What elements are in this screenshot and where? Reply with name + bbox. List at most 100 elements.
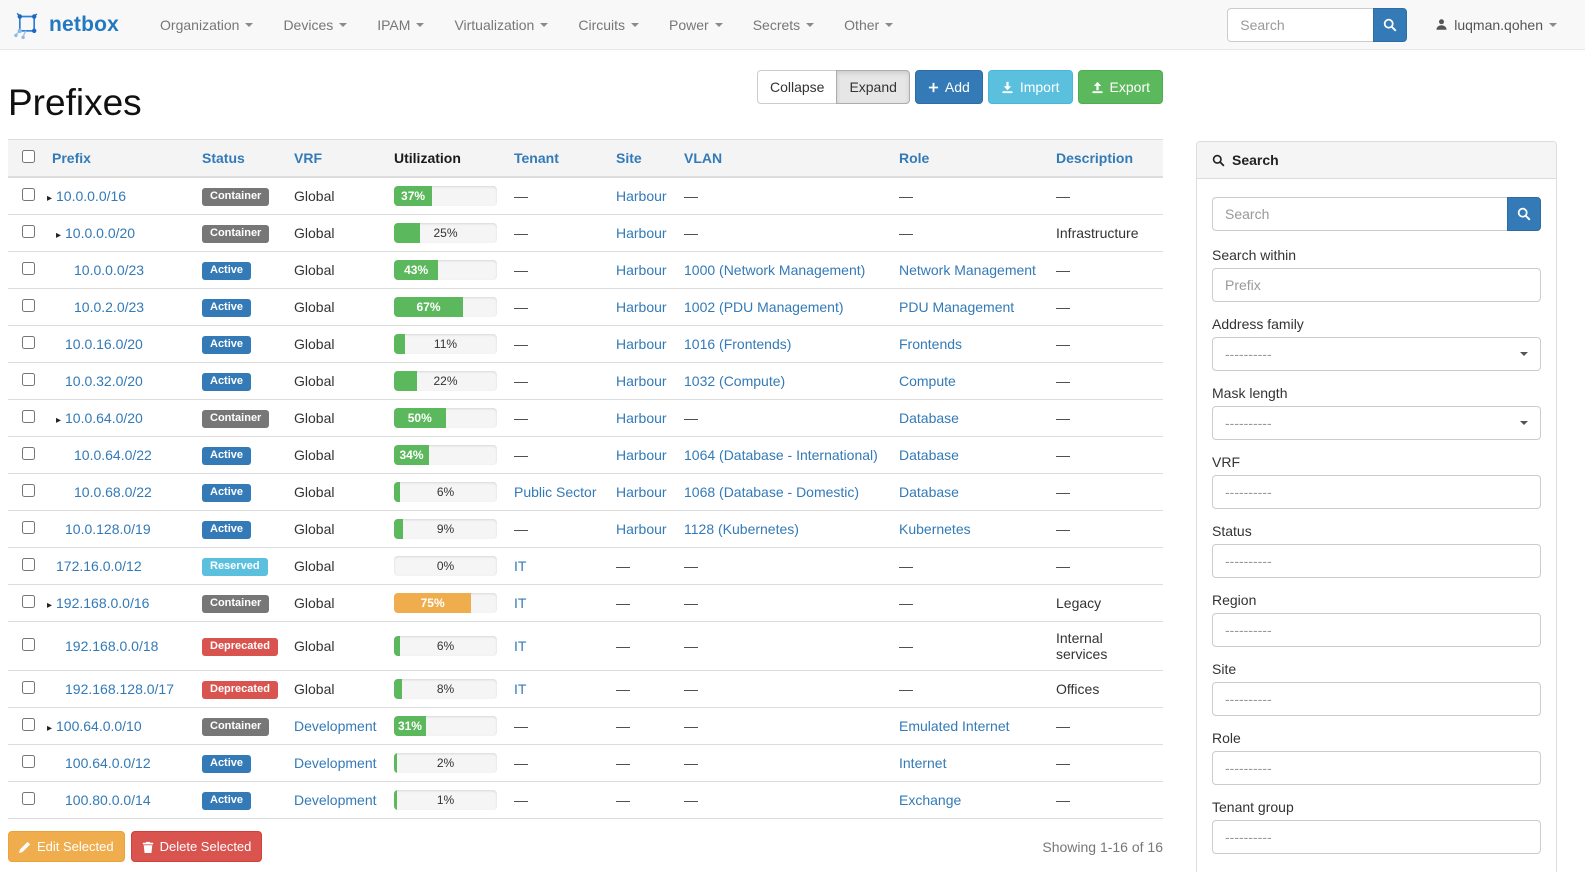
nav-item-circuits[interactable]: Circuits [563,0,654,50]
edit-selected-button[interactable]: Edit Selected [8,831,125,862]
vlan-link[interactable]: 1064 (Database - International) [684,447,878,463]
role-link[interactable]: Emulated Internet [899,718,1010,734]
prefix-link[interactable]: 100.80.0.0/14 [65,792,151,808]
filter-select-address-family[interactable]: ---------- [1212,337,1541,371]
sidebar-search-input[interactable] [1212,197,1507,231]
delete-selected-button[interactable]: Delete Selected [130,831,263,862]
site-link[interactable]: Harbour [616,336,667,352]
row-checkbox[interactable] [22,484,35,497]
netbox-brand[interactable]: netbox [12,10,119,40]
filter-select-mask-length[interactable]: ---------- [1212,406,1541,440]
site-link[interactable]: Harbour [616,484,667,500]
vrf-link[interactable]: Development [294,792,377,808]
prefix-link[interactable]: 10.0.0.0/16 [56,188,127,204]
nav-item-power[interactable]: Power [654,0,738,50]
role-link[interactable]: Database [899,410,959,426]
filter-select-region[interactable]: ---------- [1212,613,1541,647]
site-link[interactable]: Harbour [616,188,667,204]
row-checkbox[interactable] [22,792,35,805]
prefix-link[interactable]: 10.0.32.0/20 [65,373,143,389]
role-link[interactable]: Exchange [899,792,962,808]
row-checkbox[interactable] [22,410,35,423]
add-button[interactable]: Add [914,70,983,104]
vlan-link[interactable]: 1016 (Frontends) [684,336,792,352]
site-link[interactable]: Harbour [616,521,667,537]
nav-item-organization[interactable]: Organization [145,0,268,50]
prefix-link[interactable]: 10.0.2.0/23 [74,299,145,315]
prefix-link[interactable]: 10.0.64.0/22 [74,447,152,463]
nav-item-ipam[interactable]: IPAM [362,0,439,50]
column-header-vlan[interactable]: VLAN [676,139,891,178]
role-link[interactable]: Internet [899,755,947,771]
tenant-link[interactable]: IT [514,595,527,611]
row-checkbox[interactable] [22,521,35,534]
prefix-link[interactable]: 100.64.0.0/12 [65,755,151,771]
nav-item-devices[interactable]: Devices [268,0,362,50]
prefix-link[interactable]: 100.64.0.0/10 [56,718,142,734]
prefix-link[interactable]: 10.0.128.0/19 [65,521,151,537]
prefix-link[interactable]: 192.168.128.0/17 [65,681,174,697]
import-button[interactable]: Import [987,70,1073,104]
vrf-link[interactable]: Development [294,718,377,734]
row-checkbox[interactable] [22,595,35,608]
filter-select-site[interactable]: ---------- [1212,682,1541,716]
tenant-link[interactable]: Public Sector [514,484,597,500]
tenant-link[interactable]: IT [514,681,527,697]
site-link[interactable]: Harbour [616,225,667,241]
row-checkbox[interactable] [22,373,35,386]
vlan-link[interactable]: 1002 (PDU Management) [684,299,844,315]
prefix-link[interactable]: 172.16.0.0/12 [56,558,142,574]
filter-select-role[interactable]: ---------- [1212,751,1541,785]
nav-item-virtualization[interactable]: Virtualization [439,0,563,50]
prefix-link[interactable]: 10.0.0.0/20 [65,225,136,241]
column-header-site[interactable]: Site [608,139,676,178]
row-checkbox[interactable] [22,225,35,238]
column-header-description[interactable]: Description [1048,139,1163,178]
role-link[interactable]: Kubernetes [899,521,971,537]
row-checkbox[interactable] [22,188,35,201]
row-checkbox[interactable] [22,336,35,349]
row-checkbox[interactable] [22,755,35,768]
prefix-link[interactable]: 192.168.0.0/18 [65,638,159,654]
row-checkbox[interactable] [22,447,35,460]
global-search-button[interactable] [1373,7,1408,42]
vrf-link[interactable]: Development [294,755,377,771]
vlan-link[interactable]: 1068 (Database - Domestic) [684,484,860,500]
row-checkbox[interactable] [22,638,35,651]
vlan-link[interactable]: 1000 (Network Management) [684,262,866,278]
role-link[interactable]: Compute [899,373,956,389]
nav-item-other[interactable]: Other [829,0,908,50]
site-link[interactable]: Harbour [616,410,667,426]
row-checkbox[interactable] [22,681,35,694]
role-link[interactable]: Database [899,447,959,463]
column-header-status[interactable]: Status [194,139,286,178]
prefix-link[interactable]: 10.0.68.0/22 [74,484,152,500]
role-link[interactable]: PDU Management [899,299,1015,315]
global-search-input[interactable] [1227,7,1374,42]
user-menu[interactable]: luqman.qohen [1435,17,1557,33]
site-link[interactable]: Harbour [616,262,667,278]
tenant-link[interactable]: IT [514,638,527,654]
row-checkbox[interactable] [22,262,35,275]
prefix-link[interactable]: 10.0.64.0/20 [65,410,143,426]
site-link[interactable]: Harbour [616,447,667,463]
filter-select-status[interactable]: ---------- [1212,544,1541,578]
export-button[interactable]: Export [1077,70,1163,104]
nav-item-secrets[interactable]: Secrets [738,0,829,50]
column-header-role[interactable]: Role [891,139,1048,178]
column-header-vrf[interactable]: VRF [286,139,386,178]
row-checkbox[interactable] [22,299,35,312]
expand-button[interactable]: Expand [836,70,910,104]
prefix-link[interactable]: 192.168.0.0/16 [56,595,150,611]
role-link[interactable]: Network Management [899,262,1036,278]
role-link[interactable]: Database [899,484,959,500]
select-all-checkbox[interactable] [22,150,35,163]
vlan-link[interactable]: 1128 (Kubernetes) [684,521,799,537]
filter-input-search-within[interactable] [1212,268,1541,302]
row-checkbox[interactable] [22,718,35,731]
site-link[interactable]: Harbour [616,299,667,315]
column-header-tenant[interactable]: Tenant [506,139,608,178]
filter-select-tenant-group[interactable]: ---------- [1212,820,1541,854]
vlan-link[interactable]: 1032 (Compute) [684,373,786,389]
prefix-link[interactable]: 10.0.0.0/23 [74,262,145,278]
